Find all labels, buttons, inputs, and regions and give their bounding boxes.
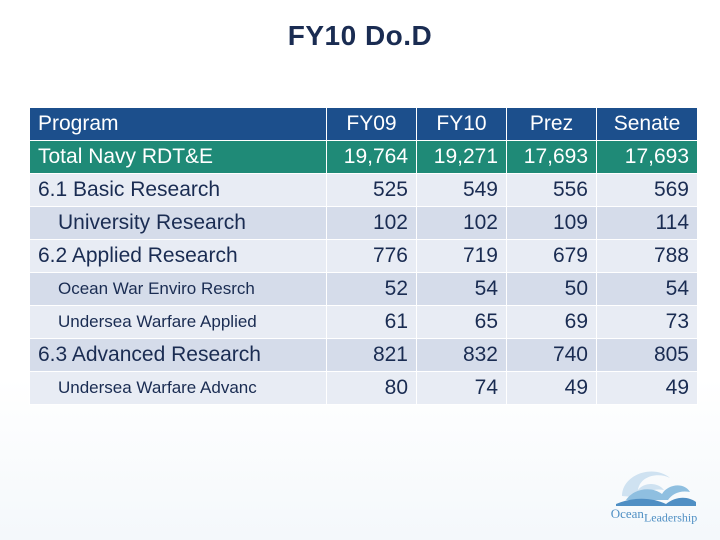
wave-logo-icon bbox=[616, 471, 696, 506]
fy10-cell: 74 bbox=[416, 371, 507, 405]
table-row: University Research 102 102 109 114 bbox=[29, 206, 698, 240]
prez-cell: 69 bbox=[506, 305, 597, 339]
prez-cell: 50 bbox=[506, 272, 597, 306]
table-row: Undersea Warfare Advanc 80 74 49 49 bbox=[29, 371, 698, 405]
fy10-cell: 832 bbox=[416, 338, 507, 372]
table-row: Undersea Warfare Applied 61 65 69 73 bbox=[29, 305, 698, 339]
logo-word-leadership: Leadership bbox=[643, 511, 698, 525]
fy10-cell: 549 bbox=[416, 173, 507, 207]
header-fy10: FY10 bbox=[416, 107, 507, 141]
fy09-cell: 61 bbox=[326, 305, 417, 339]
fy09-cell: 821 bbox=[326, 338, 417, 372]
table-header-row: Program FY09 FY10 Prez Senate bbox=[29, 107, 698, 141]
senate-cell: 569 bbox=[596, 173, 698, 207]
program-cell: 6.1 Basic Research bbox=[29, 173, 327, 207]
program-cell: 6.3 Advanced Research bbox=[29, 338, 327, 372]
ocean-leadership-logo: OceanLeadership bbox=[604, 462, 704, 526]
senate-cell: 114 bbox=[596, 206, 698, 240]
fy10-cell: 102 bbox=[416, 206, 507, 240]
header-fy09: FY09 bbox=[326, 107, 417, 141]
table-row: Ocean War Enviro Resrch 52 54 50 54 bbox=[29, 272, 698, 306]
senate-cell: 17,693 bbox=[596, 140, 698, 174]
program-cell: Ocean War Enviro Resrch bbox=[29, 272, 327, 306]
fy09-cell: 102 bbox=[326, 206, 417, 240]
senate-cell: 805 bbox=[596, 338, 698, 372]
fy10-cell: 19,271 bbox=[416, 140, 507, 174]
fy09-cell: 776 bbox=[326, 239, 417, 273]
logo-wordmark: OceanLeadership bbox=[604, 506, 704, 526]
prez-cell: 49 bbox=[506, 371, 597, 405]
program-cell: Undersea Warfare Applied bbox=[29, 305, 327, 339]
fy09-cell: 52 bbox=[326, 272, 417, 306]
slide-title: FY10 Do.D bbox=[287, 20, 433, 51]
header-program: Program bbox=[29, 107, 327, 141]
prez-cell: 17,693 bbox=[506, 140, 597, 174]
senate-cell: 54 bbox=[596, 272, 698, 306]
prez-cell: 109 bbox=[506, 206, 597, 240]
budget-table: Program FY09 FY10 Prez Senate Total Navy… bbox=[29, 107, 698, 405]
senate-cell: 788 bbox=[596, 239, 698, 273]
fy09-cell: 80 bbox=[326, 371, 417, 405]
logo-word-ocean: Ocean bbox=[610, 506, 644, 522]
program-cell: Undersea Warfare Advanc bbox=[29, 371, 327, 405]
fy09-cell: 525 bbox=[326, 173, 417, 207]
senate-cell: 73 bbox=[596, 305, 698, 339]
senate-cell: 49 bbox=[596, 371, 698, 405]
table-row: 6.2 Applied Research 776 719 679 788 bbox=[29, 239, 698, 273]
prez-cell: 679 bbox=[506, 239, 597, 273]
header-senate: Senate bbox=[596, 107, 698, 141]
prez-cell: 740 bbox=[506, 338, 597, 372]
program-cell: University Research bbox=[29, 206, 327, 240]
program-cell: Total Navy RDT&E bbox=[29, 140, 327, 174]
fy10-cell: 719 bbox=[416, 239, 507, 273]
prez-cell: 556 bbox=[506, 173, 597, 207]
table-row: Total Navy RDT&E 19,764 19,271 17,693 17… bbox=[29, 140, 698, 174]
table-row: 6.3 Advanced Research 821 832 740 805 bbox=[29, 338, 698, 372]
program-cell: 6.2 Applied Research bbox=[29, 239, 327, 273]
table-row: 6.1 Basic Research 525 549 556 569 bbox=[29, 173, 698, 207]
fy10-cell: 65 bbox=[416, 305, 507, 339]
fy10-cell: 54 bbox=[416, 272, 507, 306]
header-prez: Prez bbox=[506, 107, 597, 141]
fy09-cell: 19,764 bbox=[326, 140, 417, 174]
